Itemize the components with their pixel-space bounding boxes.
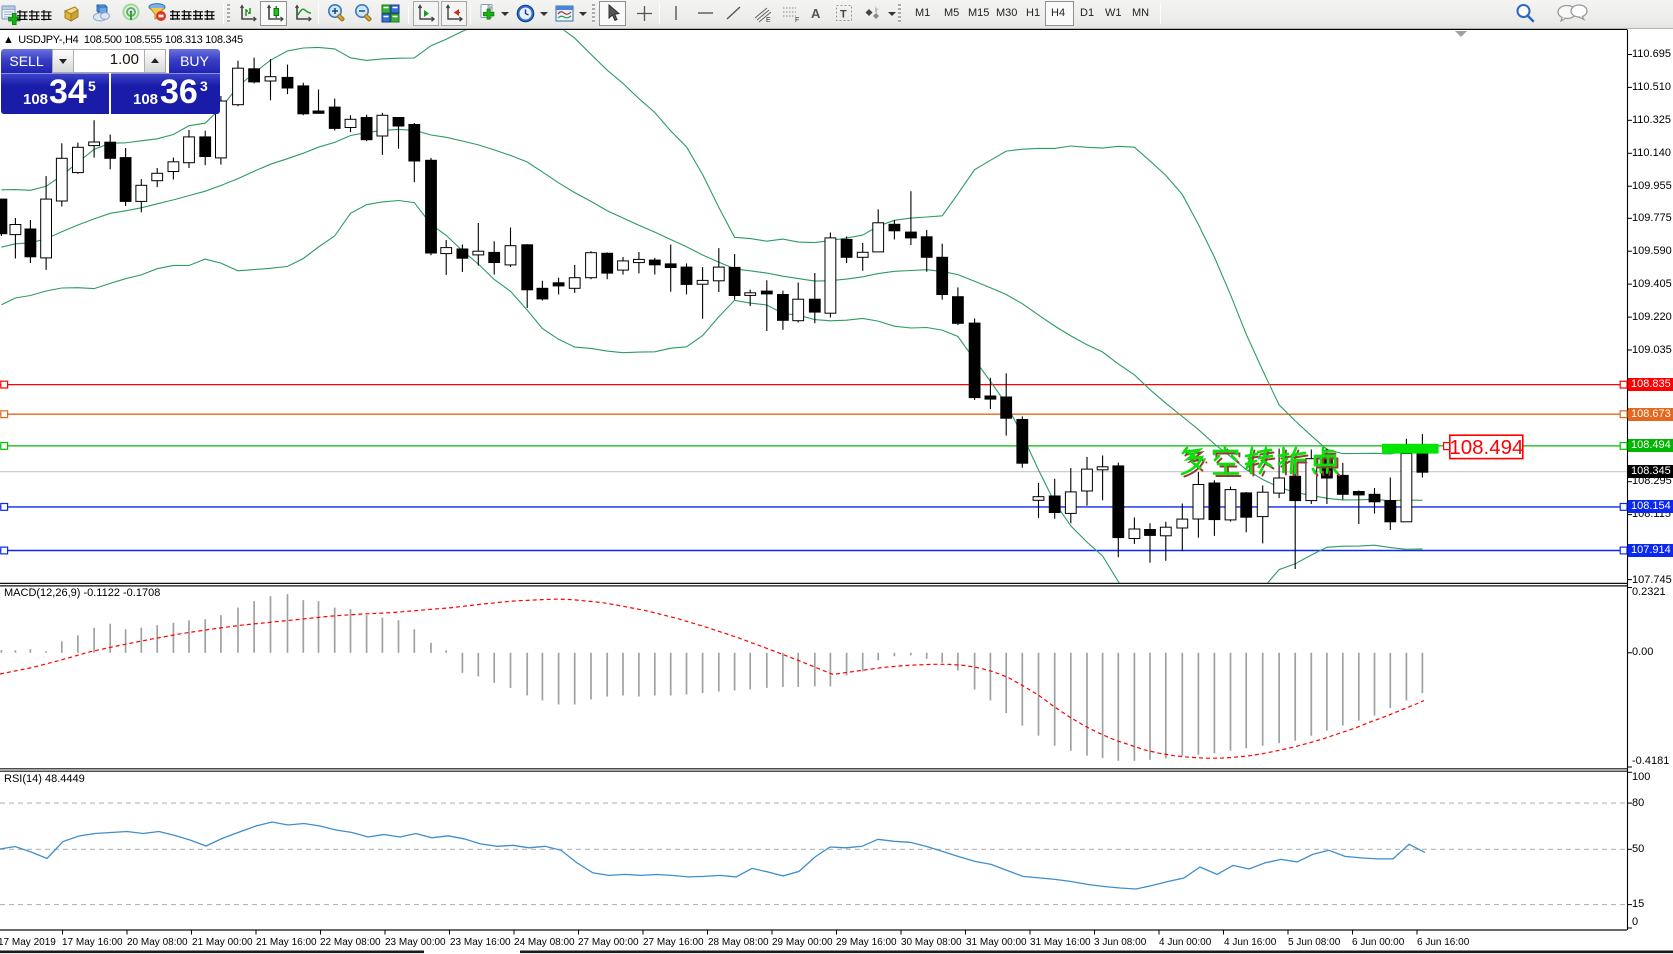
svg-text:F: F — [795, 17, 799, 23]
svg-text:T: T — [840, 9, 847, 21]
svg-text:108.494: 108.494 — [1449, 436, 1523, 459]
svg-text:E: E — [766, 17, 771, 23]
